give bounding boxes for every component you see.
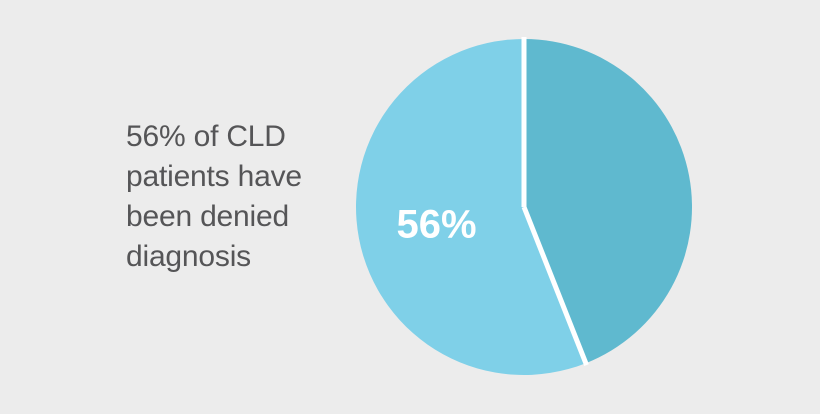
slice-separator [521,206,589,366]
caption-line: been denied [126,200,289,233]
pie-slice-other [524,39,692,364]
pie-slice-denied [356,39,586,376]
chart-caption: 56% of CLD patients have been denied dia… [126,117,346,277]
pie-slices [356,39,692,376]
caption-line: patients have [126,160,302,193]
caption-line: 56% of CLD [126,120,286,153]
caption-line: diagnosis [126,240,251,273]
slice-label-denied: 56% [397,203,477,247]
slice-separators [521,37,589,366]
